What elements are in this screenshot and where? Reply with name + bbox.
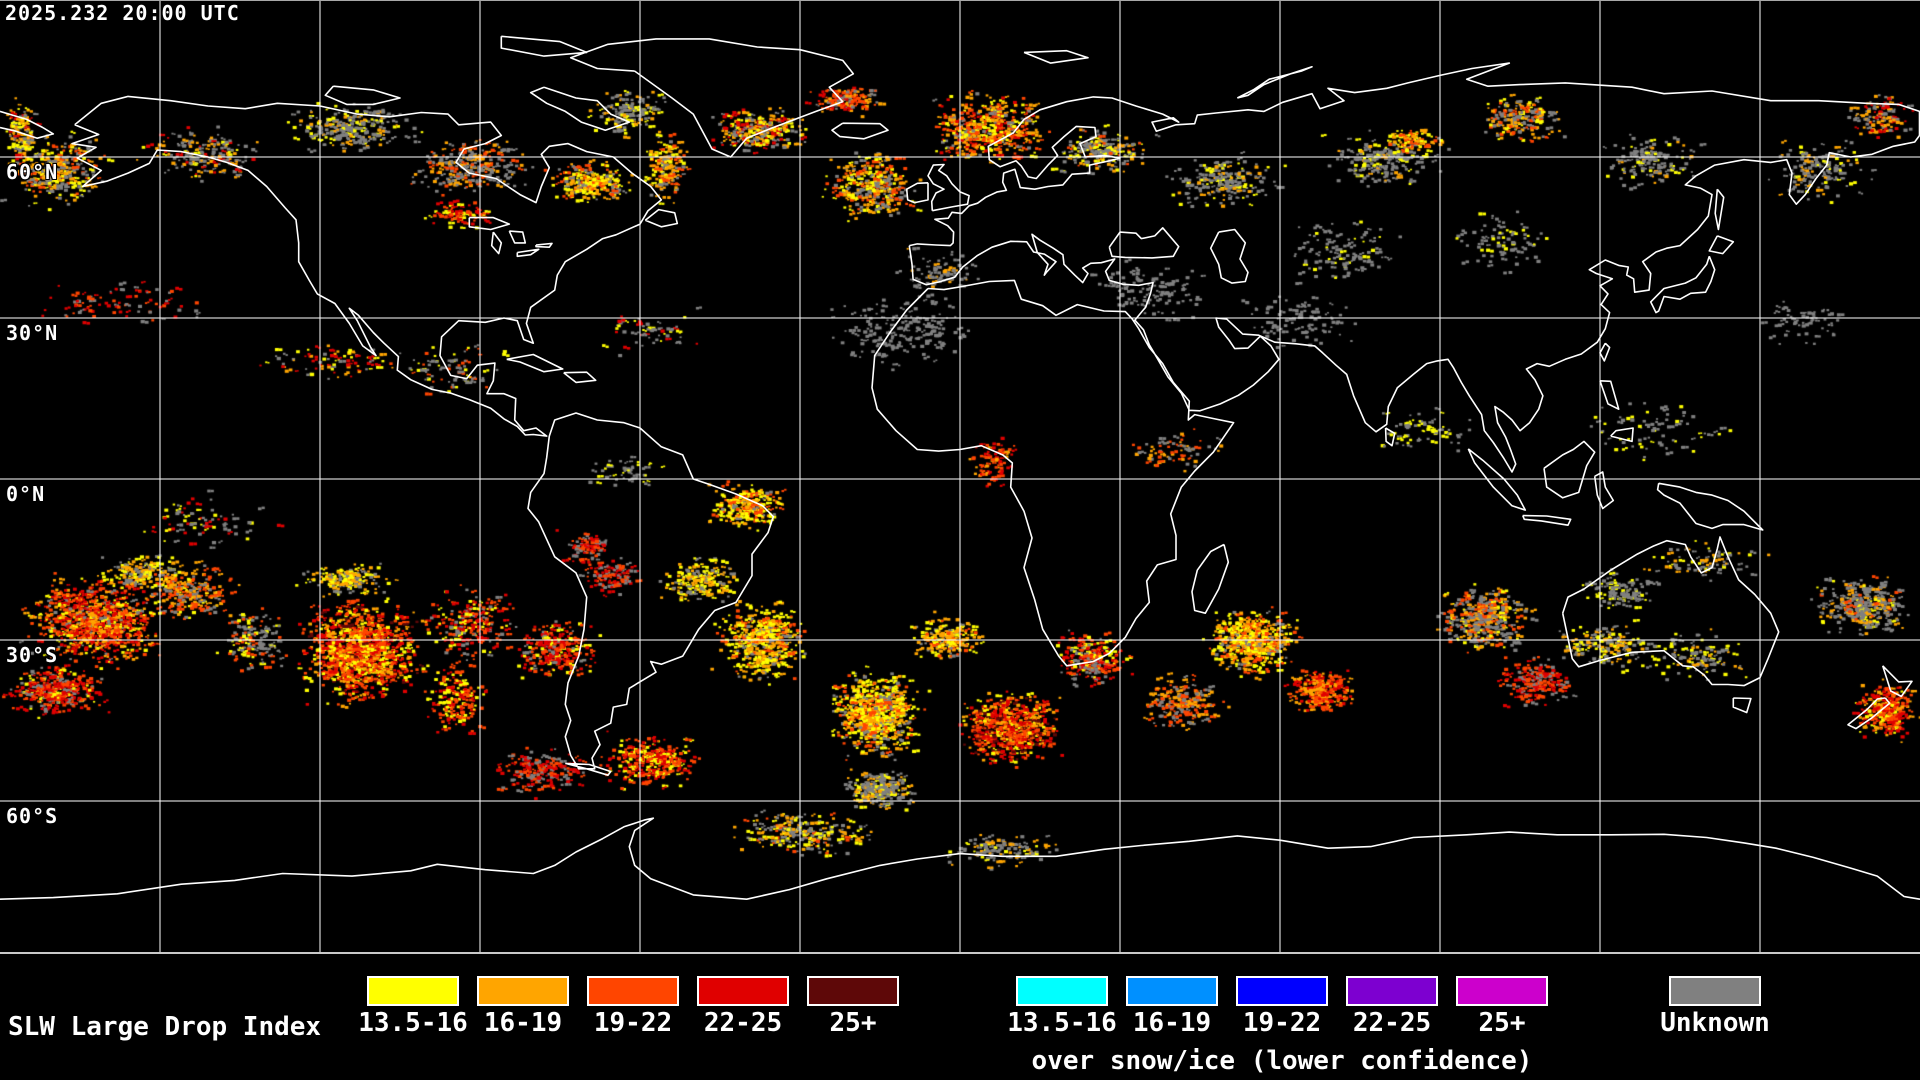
legend-standard-item: 19-22 xyxy=(578,976,688,1037)
legend-standard-label: 22-25 xyxy=(703,1008,783,1038)
legend-snow-ice-swatch xyxy=(1126,976,1218,1006)
legend-standard-item: 13.5-16 xyxy=(358,976,468,1037)
legend-standard-swatch xyxy=(807,976,899,1006)
world-coastlines xyxy=(0,35,1920,900)
timestamp: 2025.232 20:00 UTC xyxy=(5,1,240,25)
legend-standard-swatch xyxy=(367,976,459,1006)
legend-title: SLW Large Drop Index xyxy=(8,1012,322,1042)
latitude-label-30N: 30°N xyxy=(6,321,59,345)
latitude-label-60S: 60°S xyxy=(6,804,59,828)
legend-unknown-item: Unknown xyxy=(1660,976,1770,1037)
legend-snow-ice-label: 16-19 xyxy=(1132,1008,1212,1038)
map-top-border xyxy=(0,0,1920,1)
legend-snow-ice-swatch xyxy=(1456,976,1548,1006)
legend-snow-ice-swatch xyxy=(1346,976,1438,1006)
legend-standard-label: 19-22 xyxy=(593,1008,673,1038)
legend-standard-item: 16-19 xyxy=(468,976,578,1037)
legend-unknown-swatch xyxy=(1669,976,1761,1006)
legend-standard-label: 16-19 xyxy=(483,1008,563,1038)
legend-snow-ice-label: 22-25 xyxy=(1352,1008,1432,1038)
legend-snow-ice-label: 25+ xyxy=(1478,1008,1526,1038)
legend-unknown-label: Unknown xyxy=(1660,1008,1770,1038)
legend-snow-ice-item: 13.5-16 xyxy=(1007,976,1117,1037)
legend-snow-ice-item: 19-22 xyxy=(1227,976,1337,1037)
latitude-label-0N: 0°N xyxy=(6,482,46,506)
legend-snow-ice-swatch xyxy=(1236,976,1328,1006)
legend-standard-item: 22-25 xyxy=(688,976,798,1037)
legend-snow-ice-subtitle: over snow/ice (lower confidence) xyxy=(1031,1046,1533,1076)
legend-standard-item: 25+ xyxy=(798,976,908,1037)
legend-snow-ice-item: 25+ xyxy=(1447,976,1557,1037)
legend-snow-ice-swatch xyxy=(1016,976,1108,1006)
legend-standard-swatch xyxy=(477,976,569,1006)
legend-snow-ice-label: 19-22 xyxy=(1242,1008,1322,1038)
legend-standard-label: 13.5-16 xyxy=(358,1008,468,1038)
legend-standard-swatch xyxy=(697,976,789,1006)
legend-snow-ice-item: 16-19 xyxy=(1117,976,1227,1037)
legend-standard-swatch xyxy=(587,976,679,1006)
coastline-grid-layer xyxy=(0,0,1920,953)
map-bottom-border xyxy=(0,952,1920,954)
latitude-label-30S: 30°S xyxy=(6,643,59,667)
legend-standard-label: 25+ xyxy=(829,1008,877,1038)
latitude-label-60N: 60°N xyxy=(6,160,59,184)
legend-snow-ice-item: 22-25 xyxy=(1337,976,1447,1037)
legend-snow-ice-label: 13.5-16 xyxy=(1007,1008,1117,1038)
